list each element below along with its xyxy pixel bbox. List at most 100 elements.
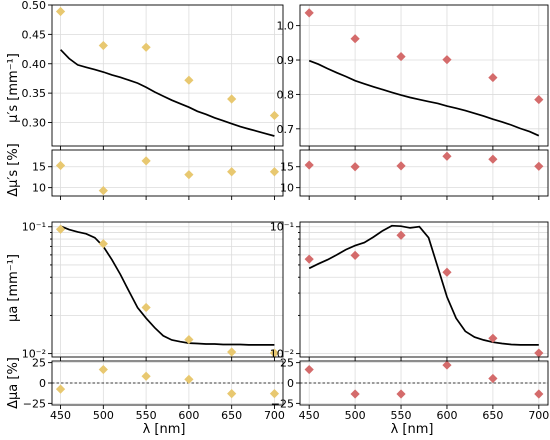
data-point [442,267,452,277]
y-tick-label: 0.45 [22,28,47,41]
data-point [304,8,314,18]
data-point [141,156,151,166]
x-tick-label: 500 [93,409,114,422]
data-point [350,389,360,399]
axes-frame [51,149,284,197]
data-point [304,160,314,170]
panel-bl-main: 10⁻² 10⁻¹ [22,221,284,361]
data-point [141,371,151,381]
data-point [396,161,406,171]
ylabel-bottom-sub: Δμa [%] [6,357,21,409]
panel-tl-main: 0.30 0.35 0.40 0.45 0.50 [22,0,284,150]
ylabel-top-main: μ′s [mm⁻¹] [6,53,21,123]
x-tick-label: 450 [50,409,71,422]
panel-tr-main: 0.7 0.8 0.9 1.0 [277,4,549,150]
data-point [304,364,314,375]
model-curve [308,59,540,137]
plot-area: 0.30 0.35 0.40 0.45 0.50 0.7 0.8 0.9 1.0 10 15 10 15… [22,0,550,422]
x-tick-label: 600 [178,409,199,422]
xlabel-left: λ [nm] [143,422,186,437]
axes-frame [51,221,284,358]
panel-br-sub: −25 0 25 450 500 550 600 650 700 [271,357,550,422]
data-point [227,94,237,104]
data-point [396,51,406,62]
data-point [98,364,108,375]
y-tick-label: 0 [39,377,46,390]
axis-labels: μ′s [mm⁻¹] Δμ′s [%] μa [mm⁻¹] Δμa [%] λ … [6,53,433,437]
data-point [534,94,544,105]
y-tick-label: 0.40 [22,58,47,71]
y-tick-label: −25 [23,397,46,410]
y-tick-label: 0.35 [22,87,47,100]
panel-tr-sub: 10 15 [280,149,549,200]
data-point [141,302,151,313]
data-point [269,388,280,399]
data-point [304,254,314,264]
data-point [98,239,108,249]
y-tick-label: 25 [280,357,294,370]
data-point [350,34,360,44]
y-tick-label: 10 [280,182,294,195]
data-point [98,185,108,196]
data-point [269,110,280,121]
x-tick-label: 550 [391,409,412,422]
data-point [488,333,498,343]
data-point [269,348,280,358]
data-point [141,42,151,52]
data-point [442,55,452,65]
panel-bl-sub: −25 0 25 450 500 550 600 650 700 [23,357,285,422]
data-point [442,151,452,161]
data-point [55,6,66,17]
x-tick-label: 600 [436,409,457,422]
data-point [488,72,498,83]
data-point [269,167,280,177]
y-tick-label: 0.8 [277,88,295,101]
model-curve [60,225,275,346]
y-tick-label: 0.9 [277,54,295,67]
x-tick-label: 700 [264,409,285,422]
axes-frame [299,4,549,147]
ylabel-bottom-main: μa [mm⁻¹] [6,254,21,322]
data-point [55,384,66,394]
y-tick-label: 0 [287,377,294,390]
panel-br-main: 10⁻² 10⁻¹ [270,221,549,361]
data-point [534,161,544,171]
x-tick-label: 700 [528,409,549,422]
data-point [184,170,194,180]
y-tick-label: 25 [32,357,46,370]
y-tick-label: −25 [271,397,294,410]
data-point [98,40,108,51]
data-point [184,75,194,85]
y-tick-label: 15 [280,161,294,174]
model-curve [59,49,275,137]
x-tick-label: 500 [345,409,366,422]
axes-frame [299,149,549,197]
ylabel-top-sub: Δμ′s [%] [6,143,21,197]
data-point [534,348,544,358]
panel-tl-sub: 10 15 [32,149,284,200]
x-tick-label: 550 [136,409,157,422]
y-tick-label: 0.7 [277,123,295,136]
y-tick-label: 10 [32,182,46,195]
y-tick-label: 0.50 [22,0,47,12]
data-point [396,230,406,240]
y-tick-label: 0.30 [22,117,47,130]
data-point [350,250,360,260]
y-tick-label: 10⁻¹ [22,221,46,234]
x-tick-label: 650 [482,409,503,422]
data-point [396,389,406,399]
data-point [534,389,544,399]
model-curve [308,224,539,346]
data-point [227,347,237,357]
x-tick-label: 650 [221,409,242,422]
data-point [227,388,237,399]
y-tick-label: 1.0 [277,20,295,33]
axes-frame [51,4,284,147]
data-point [184,374,194,384]
data-point [55,160,66,171]
data-point [55,224,66,234]
xlabel-right: λ [nm] [391,422,434,437]
data-point [227,167,237,177]
y-tick-label: 15 [32,161,46,174]
